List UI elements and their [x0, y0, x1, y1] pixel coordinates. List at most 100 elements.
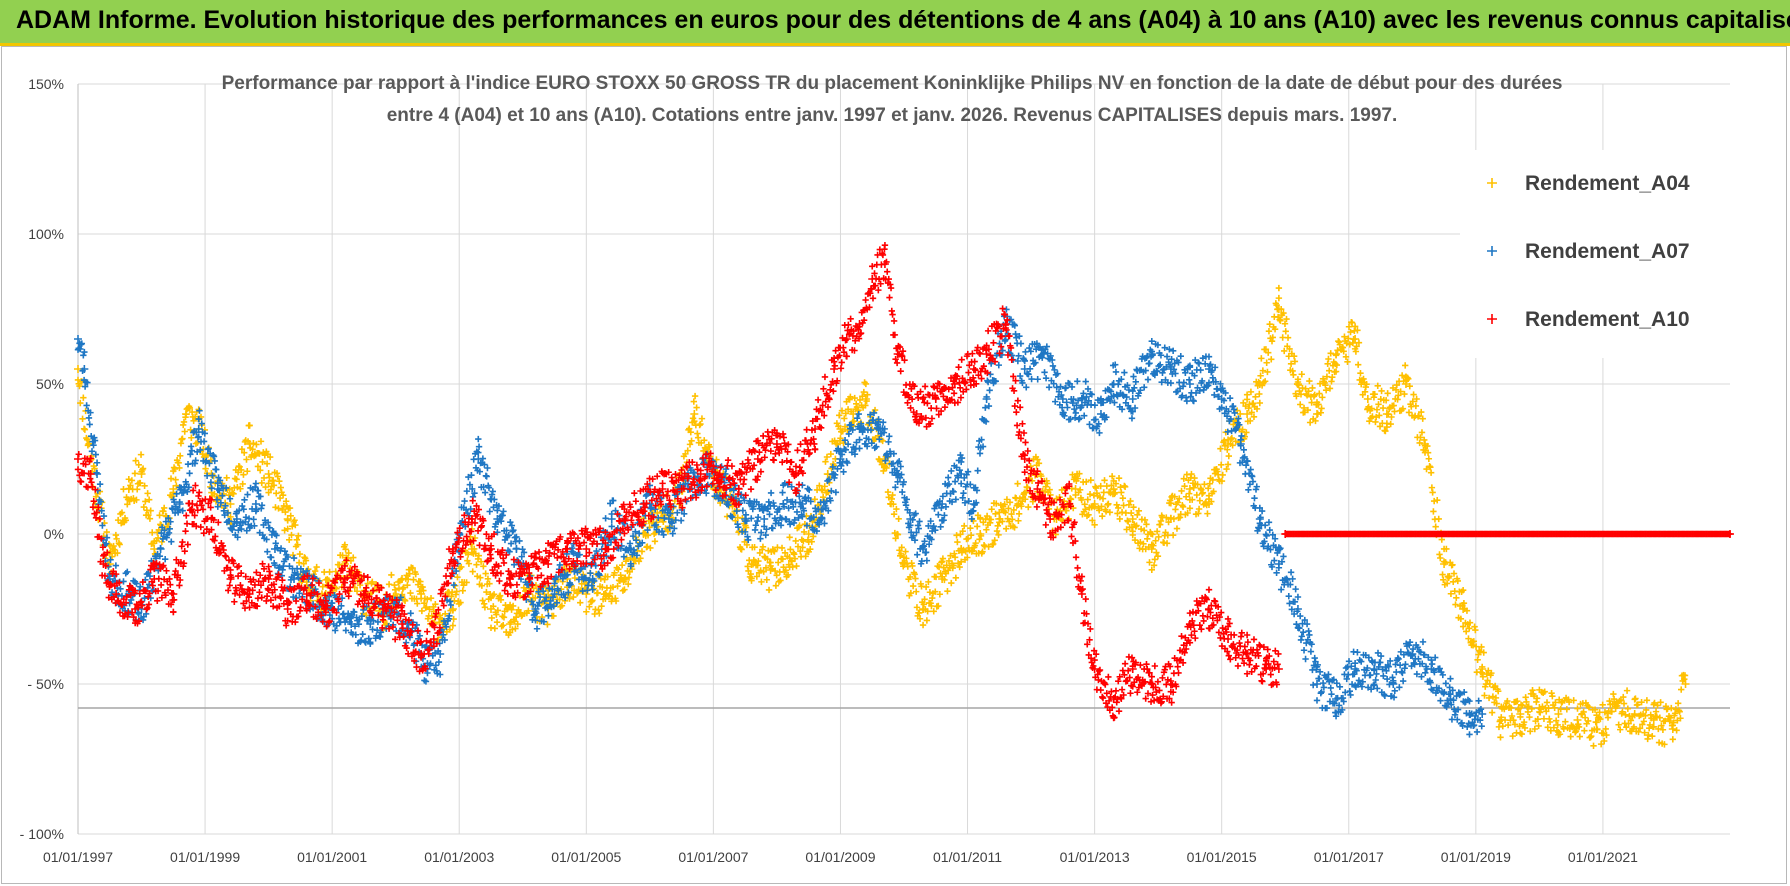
- data-point: [1421, 436, 1428, 444]
- data-point: [1178, 487, 1185, 495]
- data-point: [176, 464, 183, 472]
- data-point: [532, 594, 539, 602]
- data-point: [1300, 647, 1308, 654]
- data-point: [171, 465, 179, 473]
- data-point: [1266, 321, 1273, 328]
- data-point: [706, 443, 713, 451]
- data-point: [743, 541, 751, 549]
- data-point: [474, 573, 481, 580]
- data-point: [1336, 683, 1344, 691]
- data-point: [259, 458, 266, 466]
- data-point: [957, 558, 965, 565]
- data-point: [266, 474, 273, 481]
- data-point: [483, 473, 490, 480]
- data-point: [1355, 339, 1363, 346]
- data-point: [493, 618, 501, 626]
- data-point: [1600, 737, 1608, 745]
- data-point: [1415, 412, 1423, 420]
- data-point: [167, 475, 175, 482]
- data-point: [463, 579, 470, 586]
- data-point: [972, 539, 979, 547]
- data-point: [589, 597, 596, 604]
- data-point: [1224, 446, 1231, 453]
- data-point: [446, 626, 454, 633]
- data-point: [1574, 705, 1581, 712]
- data-point: [1302, 655, 1309, 663]
- data-point: [952, 574, 960, 582]
- data-point: [258, 502, 266, 509]
- data-point: [513, 545, 520, 552]
- data-point: [609, 584, 617, 591]
- data-point: [1347, 328, 1354, 336]
- data-point: [1253, 405, 1261, 413]
- data-point: [1459, 586, 1467, 594]
- data-point: [976, 450, 984, 457]
- data-point: [860, 388, 868, 396]
- data-point: [697, 420, 704, 428]
- data-point: [1271, 326, 1279, 333]
- data-point: [921, 596, 928, 603]
- data-point: [1353, 343, 1360, 350]
- data-point: [925, 578, 932, 586]
- data-point: [263, 592, 271, 600]
- data-point: [608, 523, 615, 530]
- data-point: [497, 596, 505, 604]
- data-point: [789, 563, 796, 571]
- data-point: [1325, 355, 1332, 363]
- data-point: [183, 512, 190, 519]
- data-point: [962, 548, 969, 555]
- data-point: [481, 489, 489, 496]
- data-point: [1277, 317, 1284, 324]
- data-point: [279, 491, 287, 499]
- data-point: [1195, 360, 1203, 367]
- data-point: [959, 527, 966, 535]
- data-point: [1089, 517, 1096, 524]
- data-point: [767, 489, 775, 497]
- data-point: [321, 568, 328, 576]
- data-point: [276, 494, 284, 502]
- data-point: [1429, 489, 1436, 496]
- data-point: [899, 488, 906, 496]
- data-point: [1268, 356, 1275, 363]
- data-point: [1315, 401, 1322, 408]
- data-point: [1265, 327, 1273, 335]
- data-point: [570, 593, 577, 601]
- data-point: [784, 553, 791, 560]
- data-point: [1428, 660, 1436, 668]
- data-point: [799, 544, 806, 551]
- data-point: [1204, 510, 1211, 517]
- data-point: [414, 600, 421, 607]
- data-point: [1153, 528, 1161, 535]
- data-point: [1309, 384, 1316, 392]
- data-point: [1115, 474, 1123, 482]
- data-point: [1350, 336, 1357, 343]
- data-point: [1424, 442, 1431, 450]
- data-point: [1262, 346, 1270, 353]
- data-point: [1257, 372, 1264, 379]
- data-point: [420, 587, 427, 594]
- data-point: [253, 441, 260, 448]
- data-point: [250, 440, 257, 447]
- data-point: [1483, 670, 1490, 678]
- data-point: [1097, 482, 1104, 490]
- data-point: [942, 570, 950, 577]
- data-point: [1091, 521, 1098, 529]
- data-point: [133, 496, 140, 504]
- data-point: [442, 610, 449, 618]
- data-point: [778, 544, 786, 552]
- data-point: [1130, 504, 1137, 511]
- data-point: [1277, 306, 1285, 313]
- data-point: [757, 567, 764, 574]
- data-point: [319, 583, 326, 590]
- data-point: [461, 497, 468, 505]
- data-point: [906, 573, 914, 581]
- data-point: [477, 558, 485, 565]
- data-point: [213, 466, 220, 473]
- data-point: [885, 438, 892, 446]
- data-point: [493, 611, 500, 618]
- data-point: [1472, 643, 1480, 650]
- data-point: [902, 548, 909, 555]
- data-point: [779, 555, 786, 563]
- data-point: [1134, 511, 1141, 518]
- data-point: [1183, 397, 1191, 405]
